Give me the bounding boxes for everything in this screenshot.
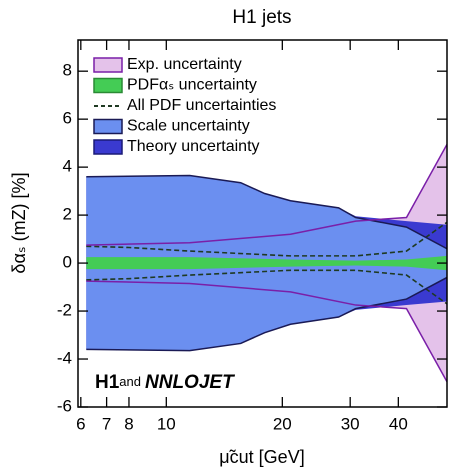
x-axis-label: μ̃cut [GeV] [219, 447, 304, 467]
legend-label: Exp. uncertainty [127, 56, 242, 73]
annotation-partner: NNLOJET [145, 372, 235, 393]
plot-area [86, 143, 447, 383]
x-tick-label: 6 [76, 414, 85, 433]
dashed-line [86, 221, 447, 257]
y-tick-label: 2 [63, 205, 72, 224]
x-tick-label: 20 [273, 414, 292, 433]
y-axis-label: δαₛ (mZ) [%] [9, 172, 29, 273]
legend-label: PDFαₛ uncertainty [127, 77, 257, 94]
annotation-main: H1 [95, 372, 120, 393]
legend-swatch [93, 139, 123, 155]
legend-label: Theory uncertainty [127, 138, 260, 155]
y-tick-label: 8 [63, 61, 72, 80]
y-tick-label: 4 [63, 157, 72, 176]
legend-label: All PDF uncertainties [127, 97, 276, 114]
y-tick-label: 6 [63, 109, 72, 128]
band-edge [86, 174, 447, 250]
dashed-line [86, 269, 447, 305]
legend: Exp. uncertainty PDFαₛ uncertainty All PDF… [93, 56, 276, 155]
band-fill [86, 255, 447, 271]
band-edge [86, 276, 447, 352]
x-tick-label: 8 [124, 414, 133, 433]
x-tick-label: 30 [341, 414, 360, 433]
legend-swatch [93, 57, 123, 73]
annotation-joiner: and [119, 374, 141, 389]
x-tick-label: 7 [102, 414, 111, 433]
x-tick-label: 40 [389, 414, 408, 433]
band-edge [86, 143, 447, 246]
annotation: H1and NNLOJET [95, 372, 235, 393]
chart-title: H1 jets [232, 7, 291, 28]
y-tick-label: -2 [57, 301, 72, 320]
legend-swatch [93, 118, 123, 135]
legend-label: Scale uncertainty [127, 118, 250, 135]
y-tick-label: 0 [63, 253, 72, 272]
band-edge [86, 280, 447, 383]
plot-frame [77, 39, 448, 408]
y-tick-label: -6 [57, 396, 72, 415]
y-tick-label: -4 [57, 349, 72, 368]
legend-swatch [93, 77, 123, 94]
x-tick-label: 10 [157, 414, 176, 433]
